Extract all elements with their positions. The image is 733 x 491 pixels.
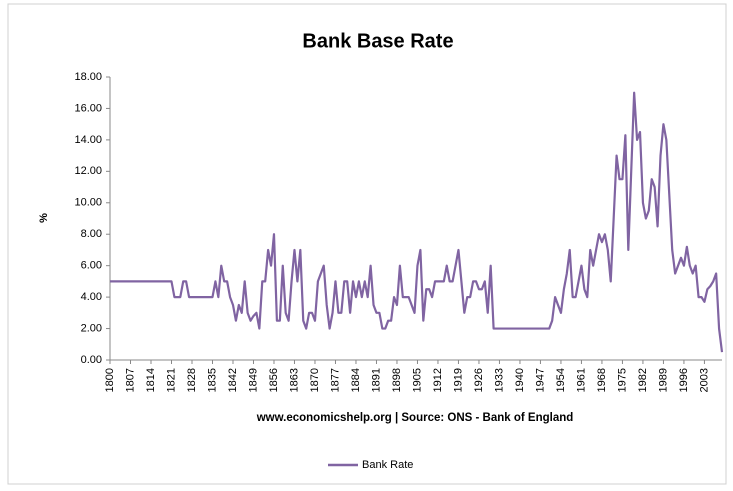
x-tick-label: 1954 [555,368,567,392]
x-tick-label: 1933 [493,368,505,392]
x-tick-label: 1926 [473,368,485,392]
y-tick-label: 14.00 [74,134,102,146]
chart-title: Bank Base Rate [302,30,453,52]
x-tick-label: 1912 [432,368,444,392]
data-line [110,91,724,353]
y-tick-label: 18.00 [74,71,102,83]
x-tick-label: 1835 [206,368,218,392]
x-tick-label: 1919 [452,368,464,392]
x-tick-label: 1821 [165,368,177,392]
y-tick-label: 10.00 [74,197,102,209]
x-axis-label: www.economicshelp.org | Source: ONS - Ba… [256,412,574,424]
x-tick-label: 1982 [637,368,649,392]
x-tick-label: 1814 [145,368,157,392]
x-tick-label: 1807 [124,368,136,392]
x-tick-label: 1905 [411,368,423,392]
x-tick-label: 1940 [514,368,526,392]
x-tick-label: 2003 [698,368,710,392]
x-tick-label: 1863 [288,368,300,392]
y-tick-label: 2.00 [81,322,102,334]
x-tick-label: 1989 [657,368,669,392]
y-tick-label: 4.00 [81,291,102,303]
x-tick-label: 1975 [616,368,628,392]
x-tick-label: 1828 [186,368,198,392]
y-tick-label: 16.00 [74,102,102,114]
legend-label: Bank Rate [362,459,413,471]
x-tick-label: 1877 [329,368,341,392]
x-tick-label: 1996 [678,368,690,392]
x-tick-label: 1968 [596,368,608,392]
y-tick-label: 8.00 [81,228,102,240]
x-tick-label: 1947 [534,368,546,392]
x-tick-label: 1870 [309,368,321,392]
y-tick-label: 12.00 [74,165,102,177]
x-tick-label: 1856 [268,368,280,392]
x-tick-label: 1800 [104,368,116,392]
y-tick-label: 6.00 [81,260,102,272]
x-tick-label: 1891 [370,368,382,392]
x-tick-label: 1898 [391,368,403,392]
x-tick-label: 1961 [575,368,587,392]
x-tick-label: 1849 [247,368,259,392]
y-axis-label: % [38,213,50,223]
x-tick-label: 1842 [227,368,239,392]
x-tick-label: 1884 [350,368,362,392]
y-tick-label: 0.00 [81,354,102,366]
